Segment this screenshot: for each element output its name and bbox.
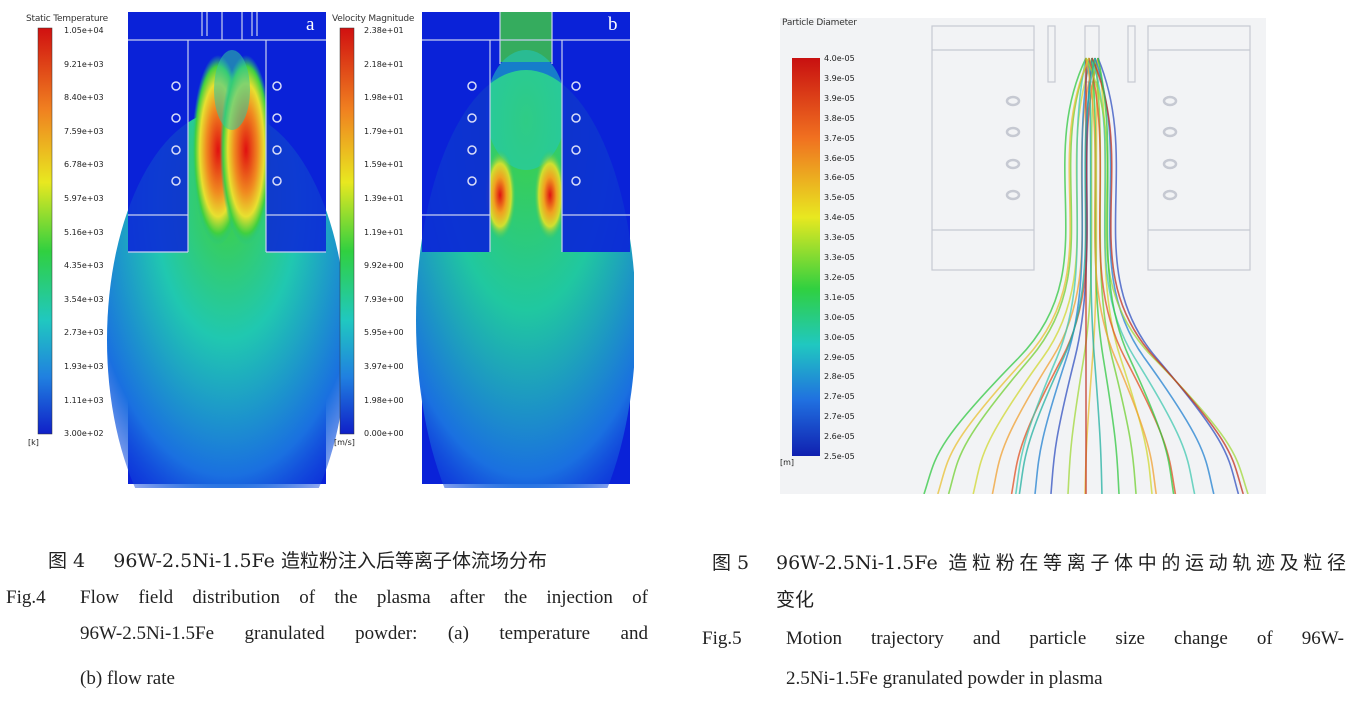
velocity-tick-label: 9.92e+00 bbox=[364, 261, 404, 271]
velocity-tick-label: 7.93e+00 bbox=[364, 294, 404, 304]
particle-trajectories bbox=[923, 57, 1249, 494]
temperature-tick-label: 2.73e+03 bbox=[64, 328, 104, 338]
particle-path bbox=[1085, 57, 1157, 494]
figure5-graphic bbox=[792, 25, 1251, 494]
temperature-tick-label: 8.40e+03 bbox=[64, 93, 104, 103]
diameter-tick-label: 2.6e-05 bbox=[824, 432, 855, 442]
diameter-colorbar bbox=[792, 58, 820, 456]
temperature-tick-label: 3.54e+03 bbox=[64, 294, 104, 304]
velocity-tick-label: 2.18e+01 bbox=[364, 59, 404, 69]
temperature-tick-label: 6.78e+03 bbox=[64, 160, 104, 170]
diameter-tick-label: 3.0e-05 bbox=[824, 332, 855, 342]
diameter-legend-title: Particle Diameter bbox=[782, 18, 857, 28]
temperature-tick-label: 1.05e+04 bbox=[64, 26, 104, 35]
velocity-tick-label: 1.59e+01 bbox=[364, 160, 404, 170]
temperature-tick-label: 4.35e+03 bbox=[64, 261, 104, 271]
fig5-caption-cn-line1: 96W-2.5Ni-1.5Fe 造粒粉在等离子体中的运动轨迹及粒径 bbox=[776, 552, 1346, 574]
panel-a-label: a bbox=[306, 14, 315, 35]
velocity-tick-label: 3.97e+00 bbox=[364, 362, 404, 371]
particle-path bbox=[1091, 57, 1244, 494]
velocity-tick-label: 0.00e+00 bbox=[364, 429, 404, 439]
fig4-caption-en-label: Fig.4 bbox=[6, 587, 46, 608]
temperature-colorbar bbox=[37, 27, 53, 435]
diameter-tick-label: 2.9e-05 bbox=[824, 352, 855, 362]
particle-path bbox=[972, 57, 1093, 494]
fig4-caption-cn-label: 图 4 bbox=[48, 550, 86, 572]
particle-path bbox=[991, 57, 1096, 494]
fig5-caption-cn: 图 5 bbox=[712, 548, 749, 575]
particle-path bbox=[937, 57, 1090, 494]
velocity-tick-label: 1.39e+01 bbox=[364, 194, 404, 203]
diameter-tick-label: 3.7e-05 bbox=[824, 133, 855, 143]
particle-path bbox=[1015, 57, 1087, 494]
diameter-tick-label: 3.3e-05 bbox=[824, 233, 855, 243]
particle-path bbox=[1088, 57, 1177, 494]
fig5-caption-cn-line2: 变化 bbox=[776, 589, 815, 611]
particle-path bbox=[1097, 57, 1175, 494]
velocity-tick-label: 1.98e+00 bbox=[364, 395, 404, 405]
velocity-tick-label: 1.98e+01 bbox=[364, 93, 404, 103]
diameter-tick-label: 3.1e-05 bbox=[824, 292, 855, 302]
temperature-tick-label: 5.97e+03 bbox=[64, 194, 104, 203]
temperature-tick-label: 7.59e+03 bbox=[64, 126, 104, 136]
diameter-tick-label: 3.0e-05 bbox=[824, 312, 855, 322]
particle-path bbox=[1091, 57, 1196, 494]
fig4-caption-en-line1: Flow field distribution of the plasma af… bbox=[80, 587, 648, 608]
particle-path bbox=[1050, 57, 1093, 494]
diameter-tick-label: 4.0e-05 bbox=[824, 54, 855, 63]
diameter-tick-label: 3.8e-05 bbox=[824, 113, 855, 123]
temperature-legend-title: Static Temperature bbox=[26, 14, 109, 24]
fig4-caption-cn: 图 4 96W-2.5Ni-1.5Fe 造粒粉注入后等离子体流场分布 bbox=[48, 546, 547, 573]
particle-path bbox=[1085, 57, 1249, 494]
temperature-tick-label: 1.11e+03 bbox=[64, 395, 104, 405]
particle-path bbox=[923, 57, 1087, 494]
diameter-tick-label: 3.6e-05 bbox=[824, 173, 855, 183]
temperature-tick-label: 9.21e+03 bbox=[64, 59, 104, 69]
temperature-tick-label: 1.93e+03 bbox=[64, 362, 104, 371]
particle-path bbox=[1097, 57, 1240, 494]
figure4-graphic bbox=[37, 12, 634, 488]
diameter-tick-label: 3.3e-05 bbox=[824, 253, 855, 262]
velocity-tick-label: 2.38e+01 bbox=[364, 26, 404, 35]
diameter-tick-label: 3.9e-05 bbox=[824, 93, 855, 103]
particle-path bbox=[1018, 57, 1096, 494]
velocity-colorbar bbox=[339, 27, 355, 435]
diameter-tick-label: 3.5e-05 bbox=[824, 193, 855, 203]
velocity-tick-label: 5.95e+00 bbox=[364, 328, 404, 338]
figure5: Particle Diameter 4.0e-05 3.9e-05 3.9e-05 3… bbox=[780, 18, 1266, 494]
velocity-unit: [m/s] bbox=[334, 438, 355, 447]
diameter-tick-label: 2.8e-05 bbox=[824, 372, 855, 382]
particle-path bbox=[1010, 57, 1099, 494]
temperature-tick-label: 3.00e+02 bbox=[64, 429, 104, 439]
fig4-caption-en-line2: 96W-2.5Ni-1.5Fe granulated powder: (a) t… bbox=[80, 623, 648, 644]
diameter-unit: [m] bbox=[780, 458, 795, 467]
fig5-caption-en-line2: 2.5Ni-1.5Fe granulated powder in plasma bbox=[786, 668, 1103, 689]
particle-path bbox=[1094, 57, 1215, 494]
diameter-tick-label: 2.7e-05 bbox=[824, 392, 855, 402]
diameter-tick-label: 2.7e-05 bbox=[824, 412, 855, 422]
diameter-tick-label: 3.6e-05 bbox=[824, 153, 855, 163]
velocity-tick-label: 1.19e+01 bbox=[364, 227, 404, 237]
temperature-unit: [k] bbox=[28, 438, 39, 447]
diameter-tick-label: 3.2e-05 bbox=[824, 272, 855, 282]
velocity-tick-label: 1.79e+01 bbox=[364, 126, 404, 136]
panel-b-label: b bbox=[608, 14, 618, 35]
particle-path bbox=[1088, 57, 1103, 494]
diameter-tick-label: 3.9e-05 bbox=[824, 73, 855, 83]
fig4-caption-en-line3: (b) flow rate bbox=[80, 668, 175, 689]
figure4: Static Temperature Velocity Magnitude 1.… bbox=[24, 10, 634, 488]
temperature-tick-label: 5.16e+03 bbox=[64, 227, 104, 237]
particle-path bbox=[947, 57, 1090, 494]
fig4-caption-cn-text: 96W-2.5Ni-1.5Fe 造粒粉注入后等离子体流场分布 bbox=[113, 550, 547, 572]
diameter-tick-label: 2.5e-05 bbox=[824, 452, 855, 461]
fig5-caption-cn-label: 图 5 bbox=[712, 552, 750, 574]
fig5-caption-en-label: Fig.5 bbox=[702, 628, 742, 649]
fig5-caption-en-line1: Motion trajectory and particle size chan… bbox=[786, 628, 1344, 649]
velocity-legend-title: Velocity Magnitude bbox=[332, 14, 415, 24]
diameter-tick-label: 3.4e-05 bbox=[824, 213, 855, 223]
particle-path bbox=[1067, 57, 1096, 494]
